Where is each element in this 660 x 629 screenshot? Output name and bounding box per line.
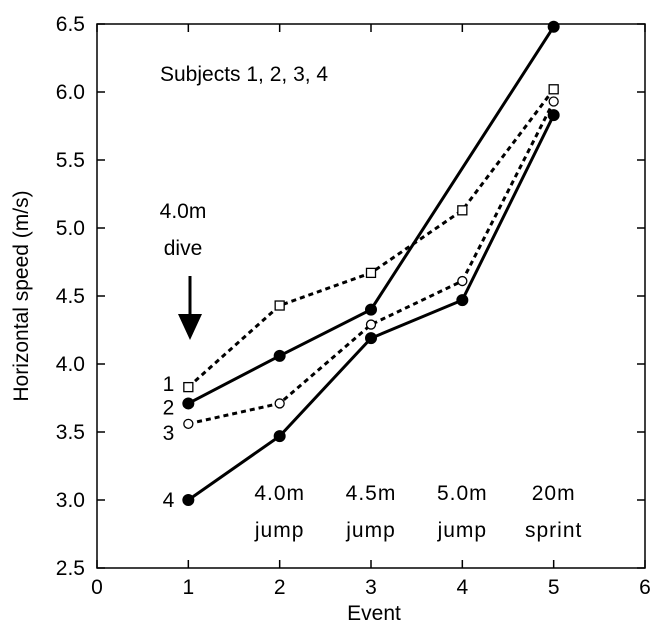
event-label: 5.0m: [437, 482, 488, 505]
y-tick-label: 2.5: [56, 557, 85, 580]
y-tick-label: 3.0: [56, 489, 85, 512]
data-point: [547, 20, 560, 33]
data-point: [365, 267, 377, 279]
x-tick-label: 2: [274, 576, 286, 599]
data-point: [273, 430, 286, 443]
series-3: 3: [163, 96, 559, 445]
series-label: 3: [163, 422, 175, 445]
axes: 0 1 2 3 4 5 62.53.03.54.04.55.05.56.06.5EventH…: [10, 13, 651, 625]
data-point: [365, 332, 377, 345]
y-tick-label: 3.5: [56, 421, 85, 444]
series-label: 4: [163, 489, 175, 512]
dive-label-line1: 4.0m: [160, 200, 207, 223]
data-point: [273, 349, 286, 362]
data-point: [183, 418, 194, 429]
series-line: [187, 100, 556, 426]
data-point: [182, 397, 195, 410]
x-tick-label: 1: [182, 576, 194, 599]
data-point: [548, 84, 559, 95]
event-label: jump: [345, 519, 396, 542]
x-tick-label: 4: [456, 576, 468, 599]
event-label: sprint: [525, 519, 582, 542]
series-layer: 12 3 4: [163, 20, 560, 512]
y-tick-label: 5.5: [56, 149, 85, 172]
annotations: Subjects 1, 2, 3, 4 4.0m dive 4.0m jump 4.…: [160, 63, 582, 542]
y-tick-label: 6.5: [56, 13, 85, 36]
series-1: 1: [163, 84, 559, 396]
event-label: 20m: [532, 482, 576, 505]
series-label: 2: [163, 396, 175, 419]
data-point: [457, 205, 468, 216]
data-point: [547, 109, 560, 122]
y-tick-label: 5.0: [56, 217, 85, 240]
data-point: [274, 398, 285, 409]
x-axis-label: Event: [347, 602, 401, 625]
subjects-label: Subjects 1, 2, 3, 4: [160, 63, 328, 86]
series-label: 1: [163, 373, 175, 396]
x-tick-label: 5: [548, 576, 560, 599]
data-point: [365, 319, 377, 330]
event-label: 4.5m: [346, 482, 397, 505]
data-point: [456, 294, 469, 307]
data-point: [457, 275, 468, 287]
down-arrow-icon: [178, 276, 202, 340]
series-2: 2: [163, 20, 560, 419]
data-point: [548, 96, 559, 107]
data-point: [274, 300, 285, 311]
data-point: [365, 303, 377, 316]
y-tick-label: 6.0: [56, 81, 85, 104]
y-tick-label: 4.0: [56, 353, 85, 376]
y-tick-label: 4.5: [56, 285, 85, 308]
data-point: [183, 381, 194, 393]
x-tick-label: 0: [91, 576, 103, 599]
series-line: [187, 25, 555, 405]
x-tick-label: 3: [365, 576, 377, 599]
event-label: 4.0m: [254, 482, 305, 505]
event-label: jump: [437, 519, 488, 542]
series-4: 4: [163, 109, 560, 512]
event-label: jump: [254, 519, 305, 542]
dive-label-line2: dive: [164, 237, 203, 260]
x-tick-label: 6: [639, 576, 651, 599]
data-point: [182, 494, 195, 506]
y-axis-label: Horizontal speed (m/s): [10, 190, 33, 401]
